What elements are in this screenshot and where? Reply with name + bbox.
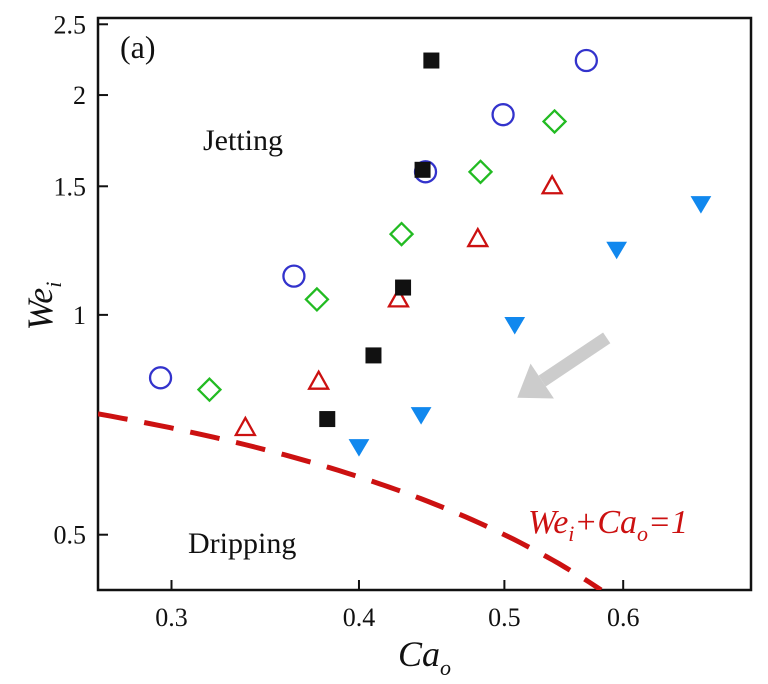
triangle-up-marker (387, 287, 410, 308)
triangle-down-marker (690, 196, 712, 214)
square-marker (395, 279, 412, 296)
triangle-up-marker (307, 369, 331, 390)
x-axis-title-sub: o (440, 655, 451, 680)
circle-marker (282, 264, 306, 288)
equation-subscript: o (637, 521, 648, 546)
triangle-up-marker (540, 173, 564, 195)
plot-frame (96, 16, 753, 592)
arrow-shaft (538, 332, 611, 387)
x-axis-title: Cao (398, 634, 451, 680)
equation-text: =1 (648, 504, 688, 541)
diamond-marker (467, 159, 494, 185)
circle-marker (491, 103, 515, 127)
equation-text: +Ca (574, 504, 637, 541)
circle-marker (574, 48, 598, 73)
y-tick-label: 1.5 (54, 172, 87, 201)
triangle-down-marker (504, 317, 526, 335)
square-marker (365, 347, 382, 364)
triangle-down-marker (606, 241, 628, 260)
region-label-jetting: Jetting (203, 124, 283, 157)
y-tick-label: 2 (73, 81, 86, 110)
x-tick-label: 0.5 (488, 603, 521, 632)
equation-text: We (528, 504, 568, 541)
y-tick-label: 1 (73, 301, 86, 330)
arrow-head (517, 363, 554, 399)
markers-group (148, 48, 712, 457)
axis-ticks: 0.3 0.4 0.5 0.6 0.5 1 1.5 2 2.5 (54, 10, 640, 632)
square-marker (414, 161, 431, 178)
y-tick-label: 0.5 (54, 521, 87, 550)
y-axis-title: Wei (20, 282, 66, 331)
circle-marker (148, 366, 173, 390)
triangle-up-marker (233, 415, 257, 437)
y-tick-label: 2.5 (54, 10, 87, 39)
y-axis-title-main: We (20, 288, 60, 331)
x-axis-title-main: Ca (398, 634, 440, 674)
diamond-marker (304, 286, 330, 313)
x-tick-label: 0.4 (343, 603, 376, 632)
x-tick-label: 0.6 (607, 603, 640, 632)
equation-subscript: i (568, 521, 574, 546)
boundary-line (98, 411, 603, 590)
boundary-group (98, 411, 603, 590)
panel-label: (a) (120, 29, 156, 65)
square-marker (319, 411, 336, 428)
boundary-equation-label: Wei+Cao=1 (528, 504, 688, 546)
diamond-marker (196, 377, 223, 403)
triangle-down-marker (410, 407, 432, 425)
x-tick-label: 0.3 (155, 603, 188, 632)
diamond-marker (388, 221, 415, 247)
square-marker (423, 52, 440, 69)
arrow-group (517, 332, 611, 399)
region-label-dripping: Dripping (188, 527, 296, 560)
triangle-down-marker (348, 439, 370, 457)
y-axis-title-sub: i (41, 282, 66, 288)
diamond-marker (541, 108, 568, 135)
triangle-up-marker (466, 226, 490, 248)
